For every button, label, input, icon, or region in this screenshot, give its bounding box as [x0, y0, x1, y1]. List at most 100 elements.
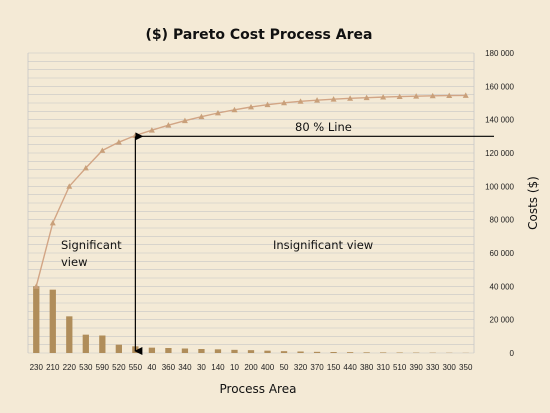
- chart-title: ($) Pareto Cost Process Area: [146, 27, 373, 43]
- x-tick-label: 30: [197, 363, 206, 372]
- bar: [33, 286, 40, 353]
- line-point-marker: [99, 147, 106, 153]
- y-tick-labels: 0 20 000 40 000 60 000 80 000 100 000 120 000 1…: [485, 49, 514, 358]
- line-point-marker: [429, 92, 436, 99]
- x-tick-label: 200: [244, 363, 258, 372]
- line-point-marker: [314, 97, 321, 103]
- line-point-marker: [82, 165, 89, 171]
- cumulative-line-series: [33, 92, 469, 289]
- bar: [181, 348, 189, 353]
- y-tick-label: 180 000: [485, 49, 514, 58]
- annotations: [134, 132, 494, 355]
- line-point-marker: [165, 122, 172, 128]
- x-axis-label: Process Area: [220, 382, 297, 396]
- x-tick-label: 360: [162, 363, 176, 372]
- y-tick-label: 40 000: [490, 282, 515, 291]
- bar: [165, 348, 172, 353]
- bar: [330, 352, 337, 353]
- line-point-marker: [248, 104, 254, 110]
- x-tick-label: 390: [410, 363, 424, 372]
- line-point-marker: [49, 220, 56, 226]
- x-tick-label: 590: [96, 363, 110, 372]
- bar: [148, 347, 156, 353]
- y-tick-label: 80 000: [490, 216, 515, 225]
- insignificant-label: Insignificant view: [273, 238, 373, 252]
- bar: [198, 349, 205, 353]
- x-tick-label: 230: [30, 363, 44, 372]
- line-point-marker: [396, 93, 403, 99]
- line-point-marker: [33, 283, 40, 289]
- bar: [380, 352, 387, 353]
- x-tick-label: 140: [211, 363, 225, 372]
- y-tick-label: 0: [510, 349, 515, 358]
- x-tick-label: 520: [112, 363, 126, 372]
- y-tick-label: 140 000: [485, 116, 514, 125]
- line-point-marker: [347, 95, 354, 101]
- y-axis-label: Costs ($): [526, 176, 540, 230]
- line-point-marker: [198, 113, 205, 120]
- y-tick-label: 120 000: [485, 149, 514, 158]
- cumulative-line: [35, 94, 466, 287]
- line-point-marker: [446, 92, 453, 98]
- line-point-marker: [148, 127, 155, 133]
- bar: [247, 350, 255, 353]
- bar: [214, 349, 222, 353]
- bar: [66, 316, 73, 353]
- line-point-marker: [330, 96, 337, 102]
- bar: [99, 335, 106, 353]
- bar: [396, 352, 403, 353]
- x-tick-label: 370: [310, 363, 324, 372]
- line-point-marker: [413, 93, 420, 99]
- line-point-marker: [66, 183, 73, 189]
- bar: [280, 351, 288, 353]
- x-tick-label: 400: [261, 363, 275, 372]
- x-tick-label: 50: [280, 363, 289, 372]
- x-tick-label: 320: [294, 363, 308, 372]
- y-tick-label: 60 000: [490, 249, 515, 258]
- x-tick-label: 340: [178, 363, 192, 372]
- line-point-marker: [462, 92, 469, 98]
- line-point-marker: [297, 98, 304, 104]
- line-point-marker: [214, 110, 221, 116]
- y-tick-label: 20 000: [490, 316, 515, 325]
- bar: [115, 344, 122, 353]
- bar: [313, 351, 321, 353]
- line-point-marker: [264, 101, 271, 108]
- x-tick-label: 550: [129, 363, 143, 372]
- x-tick-label: 150: [327, 363, 341, 372]
- x-tick-label: 300: [443, 363, 457, 372]
- line-point-marker: [363, 94, 370, 101]
- x-tick-label: 40: [147, 363, 156, 372]
- x-tick-label: 350: [459, 363, 473, 372]
- line-point-marker: [231, 106, 238, 113]
- y-tick-label: 160 000: [485, 82, 514, 91]
- bar: [49, 289, 56, 353]
- significant-label-line1: Significant: [61, 238, 122, 252]
- x-tick-label: 440: [343, 363, 357, 372]
- x-tick-label: 530: [79, 363, 93, 372]
- significant-label-line2: view: [61, 255, 87, 269]
- threshold-line-label: 80 % Line: [295, 120, 352, 134]
- line-point-marker: [115, 139, 122, 145]
- x-tick-label: 310: [376, 363, 390, 372]
- bar: [231, 349, 238, 353]
- bar: [346, 352, 354, 353]
- line-point-marker: [281, 99, 288, 106]
- bar: [264, 350, 271, 353]
- line-point-marker: [181, 117, 188, 124]
- x-tick-label: 220: [63, 363, 77, 372]
- grid-lines: [27, 52, 475, 354]
- line-point-marker: [380, 94, 387, 100]
- x-tick-labels: 230 210 220 530 590 520 550 40 360 340 30 140 10 200 4…: [30, 363, 473, 372]
- x-tick-label: 510: [393, 363, 407, 372]
- bar: [363, 352, 370, 353]
- x-tick-label: 380: [360, 363, 374, 372]
- bar: [297, 351, 304, 353]
- bar: [82, 334, 89, 353]
- x-tick-label: 330: [426, 363, 440, 372]
- x-tick-label: 210: [46, 363, 60, 372]
- x-tick-label: 10: [230, 363, 239, 372]
- y-tick-label: 100 000: [485, 182, 514, 191]
